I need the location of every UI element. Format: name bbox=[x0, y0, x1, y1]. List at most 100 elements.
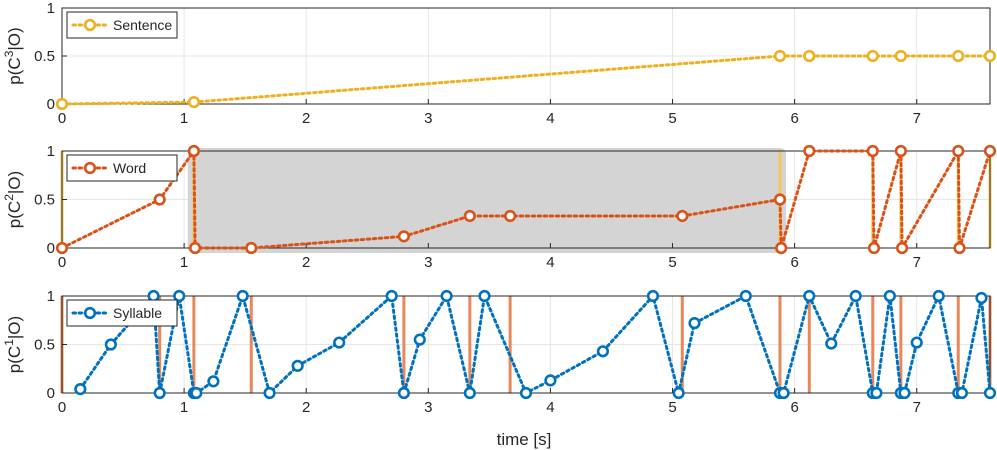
y-axis-label: p(C3|O) bbox=[2, 27, 24, 84]
data-point bbox=[849, 289, 862, 303]
data-point bbox=[104, 338, 117, 351]
legend-box bbox=[66, 11, 178, 39]
x-tick-label: 6 bbox=[790, 254, 798, 271]
data-point bbox=[55, 241, 69, 255]
data-point bbox=[676, 209, 689, 223]
data-point bbox=[894, 144, 907, 158]
data-point bbox=[397, 230, 410, 243]
data-point bbox=[291, 359, 304, 372]
data-point bbox=[883, 289, 896, 303]
data-point bbox=[803, 144, 816, 158]
chart-panel-3: 0 1 2 3 4 5 6 7 0 0.5 1 p(C1|O) Syllable bbox=[2, 288, 997, 416]
y-axis-label: p(C2|O) bbox=[2, 171, 24, 228]
data-point bbox=[55, 97, 69, 111]
data-point bbox=[153, 386, 166, 400]
y-tick-label: 0.5 bbox=[34, 48, 55, 65]
data-point bbox=[898, 386, 911, 400]
x-tick-label: 7 bbox=[913, 110, 921, 127]
data-point bbox=[397, 386, 410, 400]
y-tick-label: 1 bbox=[47, 143, 55, 160]
x-tick-label: 3 bbox=[424, 110, 432, 127]
data-point bbox=[207, 375, 220, 388]
data-point bbox=[739, 289, 752, 303]
data-point bbox=[173, 289, 186, 303]
legend-label: Sentence bbox=[113, 17, 172, 33]
legend-label: Word bbox=[113, 160, 146, 176]
data-point bbox=[775, 241, 788, 255]
series-line bbox=[60, 54, 992, 106]
data-point bbox=[190, 386, 203, 400]
x-tick-label: 2 bbox=[302, 254, 310, 271]
x-tick-label: 1 bbox=[180, 399, 188, 416]
x-tick-label: 1 bbox=[180, 110, 188, 127]
data-point bbox=[74, 383, 87, 396]
data-point bbox=[825, 337, 838, 350]
data-point bbox=[187, 144, 200, 158]
data-point bbox=[803, 289, 816, 303]
data-point bbox=[803, 49, 816, 63]
x-tick-label: 0 bbox=[58, 399, 66, 416]
data-point bbox=[463, 386, 476, 400]
x-tick-label: 5 bbox=[668, 110, 676, 127]
data-point bbox=[773, 49, 787, 63]
x-tick-label: 6 bbox=[790, 110, 798, 127]
y-axis-label: p(C1|O) bbox=[2, 316, 24, 373]
y-tick-label: 0 bbox=[47, 385, 55, 402]
legend-label: Syllable bbox=[113, 305, 162, 321]
data-point bbox=[932, 289, 945, 303]
data-point bbox=[688, 317, 701, 330]
x-tick-label: 2 bbox=[302, 399, 310, 416]
data-point bbox=[894, 49, 907, 63]
data-point bbox=[385, 289, 398, 303]
x-tick-label: 0 bbox=[58, 110, 66, 127]
data-point bbox=[646, 289, 660, 303]
y-tick-label: 1 bbox=[47, 288, 55, 305]
y-tick-label: 1 bbox=[47, 0, 55, 17]
x-tick-label: 5 bbox=[668, 254, 676, 271]
y-tick-label: 0.5 bbox=[34, 192, 55, 209]
data-point bbox=[773, 193, 787, 206]
data-point bbox=[544, 374, 557, 387]
data-point bbox=[895, 241, 909, 255]
data-point bbox=[983, 386, 997, 400]
data-point bbox=[463, 209, 476, 223]
x-tick-label: 5 bbox=[668, 399, 676, 416]
data-point bbox=[910, 336, 923, 349]
legend: Syllable bbox=[66, 299, 178, 327]
data-point bbox=[245, 241, 258, 255]
y-tick-label: 0 bbox=[47, 96, 55, 113]
data-point bbox=[478, 289, 491, 303]
data-point bbox=[596, 345, 610, 358]
x-tick-label: 7 bbox=[913, 254, 921, 271]
legend-marker bbox=[83, 18, 97, 32]
x-tick-label: 2 bbox=[302, 110, 310, 127]
data-point bbox=[504, 209, 517, 223]
data-point bbox=[672, 386, 685, 400]
data-point bbox=[147, 289, 160, 303]
y-tick-label: 0 bbox=[47, 240, 55, 257]
x-tick-label: 6 bbox=[790, 399, 798, 416]
x-tick-label: 3 bbox=[424, 254, 432, 271]
data-point bbox=[952, 144, 965, 158]
x-tick-label: 4 bbox=[546, 254, 554, 271]
data-point bbox=[870, 386, 883, 400]
data-point bbox=[413, 333, 426, 346]
x-axis-label: time [s] bbox=[497, 430, 552, 449]
data-point bbox=[333, 336, 346, 349]
legend-marker bbox=[83, 161, 97, 175]
data-point bbox=[236, 289, 249, 303]
chart-panel-2: 0 1 2 3 4 5 6 7 0 0.5 1 p(C2|O) Word bbox=[2, 143, 997, 271]
x-tick-label: 3 bbox=[424, 399, 432, 416]
legend: Word bbox=[66, 154, 178, 182]
data-point bbox=[866, 144, 879, 158]
data-point bbox=[519, 386, 533, 400]
y-tick-label: 0.5 bbox=[34, 337, 55, 354]
data-point bbox=[983, 49, 997, 63]
data-point bbox=[153, 193, 166, 206]
chart-panel-1: 0 1 2 3 4 5 6 7 0 0.5 1 p(C3|O) Sentence bbox=[2, 0, 997, 127]
data-point bbox=[983, 144, 997, 158]
data-point bbox=[188, 241, 202, 255]
data-point bbox=[777, 386, 790, 400]
data-point bbox=[953, 241, 966, 255]
